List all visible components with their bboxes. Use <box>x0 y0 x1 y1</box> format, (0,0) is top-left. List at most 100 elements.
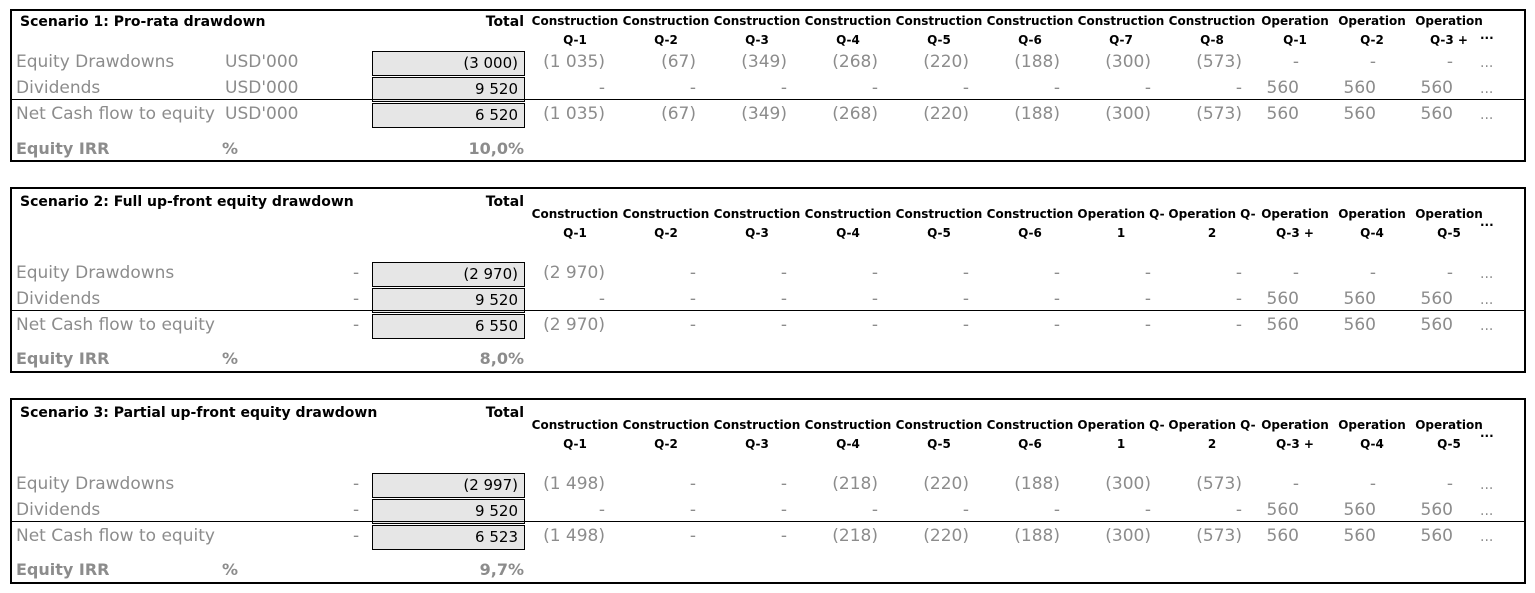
row-unit: - <box>353 500 360 520</box>
period-value: (2 970) <box>543 263 605 283</box>
row-ellipsis: ... <box>1480 477 1494 493</box>
row-total: 9 520 <box>372 288 525 313</box>
period-value: - <box>871 315 878 335</box>
irr-value: 9,7% <box>479 560 524 579</box>
period-value: (1 498) <box>543 474 605 494</box>
scenario-table: Scenario 3: Partial up-front equity draw… <box>10 398 1526 584</box>
row-total: 6 520 <box>372 103 525 128</box>
period-value: 560 <box>1343 289 1376 309</box>
period-header-line1: Construction <box>895 14 983 28</box>
header-ellipsis: ... <box>1480 28 1494 42</box>
period-value: - <box>780 474 787 494</box>
period-header-line1: Operation Q- <box>1077 418 1165 432</box>
period-value: (67) <box>661 104 696 124</box>
period-value: - <box>962 500 969 520</box>
period-header-line2: Q-5 <box>1437 226 1461 240</box>
period-value: - <box>1446 52 1453 72</box>
period-header-line2: Q-3 <box>745 33 769 47</box>
period-header-line1: Operation Q- <box>1168 207 1256 221</box>
period-value: (220) <box>923 474 969 494</box>
irr-label: Equity IRR <box>16 139 110 158</box>
period-header-line1: Construction <box>531 207 619 221</box>
period-header-line2: Q-6 <box>1018 33 1042 47</box>
period-value: - <box>780 526 787 546</box>
period-header-line2: 2 <box>1207 226 1217 240</box>
period-value: (300) <box>1105 526 1151 546</box>
period-header-line1: Construction <box>622 14 710 28</box>
period-header-line2: Q-2 <box>654 437 678 451</box>
row-total: 9 520 <box>372 77 525 102</box>
period-header-line1: Construction <box>1077 14 1165 28</box>
period-value: - <box>962 263 969 283</box>
period-value: 560 <box>1420 78 1453 98</box>
period-header-line1: Construction <box>622 418 710 432</box>
period-value: (573) <box>1196 104 1242 124</box>
period-value: - <box>962 315 969 335</box>
period-header-line1: Construction <box>531 14 619 28</box>
row-total: 9 520 <box>372 499 525 524</box>
period-value: - <box>1053 289 1060 309</box>
irr-label: Equity IRR <box>16 560 110 579</box>
period-value: - <box>689 289 696 309</box>
period-value: (268) <box>832 104 878 124</box>
row-ellipsis: ... <box>1480 81 1494 97</box>
total-separator-line <box>12 521 1524 522</box>
period-value: - <box>1292 52 1299 72</box>
period-value: - <box>1144 500 1151 520</box>
period-value: - <box>1235 78 1242 98</box>
period-value: 560 <box>1266 104 1299 124</box>
row-ellipsis: ... <box>1480 292 1494 308</box>
period-value: 560 <box>1343 315 1376 335</box>
total-header: Total <box>485 14 524 30</box>
period-header-line1: Operation <box>1415 14 1483 28</box>
period-value: 560 <box>1343 500 1376 520</box>
scenario-title: Scenario 3: Partial up-front equity draw… <box>20 405 378 421</box>
period-value: (349) <box>741 52 787 72</box>
irr-unit: % <box>222 560 239 579</box>
period-header-line2: Q-2 <box>654 226 678 240</box>
row-total: (2 997) <box>372 473 525 498</box>
period-value: (1 035) <box>543 52 605 72</box>
period-value: 560 <box>1420 104 1453 124</box>
period-value: (2 970) <box>543 315 605 335</box>
total-header: Total <box>485 194 524 210</box>
row-unit: - <box>353 474 360 494</box>
period-value: - <box>1144 263 1151 283</box>
period-header-line1: Operation <box>1338 418 1406 432</box>
period-value: - <box>1369 474 1376 494</box>
period-value: - <box>1235 315 1242 335</box>
scenario-table: Scenario 2: Full up-front equity drawdow… <box>10 187 1526 373</box>
period-value: - <box>598 78 605 98</box>
period-value: - <box>1292 474 1299 494</box>
period-header-line1: Operation <box>1415 418 1483 432</box>
period-header-line2: Q-6 <box>1018 437 1042 451</box>
period-value: 560 <box>1420 289 1453 309</box>
period-header-line1: Construction <box>622 207 710 221</box>
period-value: 560 <box>1266 315 1299 335</box>
period-value: - <box>689 474 696 494</box>
period-value: 560 <box>1420 315 1453 335</box>
row-unit: - <box>353 315 360 335</box>
period-header-line2: 2 <box>1207 437 1217 451</box>
period-value: - <box>689 263 696 283</box>
period-value: 560 <box>1266 500 1299 520</box>
row-label: Equity Drawdowns <box>16 263 175 283</box>
period-value: 560 <box>1343 104 1376 124</box>
period-value: 560 <box>1266 289 1299 309</box>
scenario-title: Scenario 2: Full up-front equity drawdow… <box>20 194 354 210</box>
row-ellipsis: ... <box>1480 503 1494 519</box>
period-header-line1: Operation Q- <box>1077 207 1165 221</box>
period-value: - <box>871 263 878 283</box>
row-ellipsis: ... <box>1480 318 1494 334</box>
row-total: 6 550 <box>372 314 525 339</box>
row-ellipsis: ... <box>1480 107 1494 123</box>
period-header-line1: Construction <box>804 207 892 221</box>
period-value: - <box>780 289 787 309</box>
period-header-line2: Q-4 <box>1360 226 1384 240</box>
period-header-line1: Operation Q- <box>1168 418 1256 432</box>
period-header-line1: Construction <box>713 14 801 28</box>
period-value: - <box>962 289 969 309</box>
period-value: - <box>1446 263 1453 283</box>
irr-label: Equity IRR <box>16 349 110 368</box>
total-separator-line <box>12 99 1524 100</box>
